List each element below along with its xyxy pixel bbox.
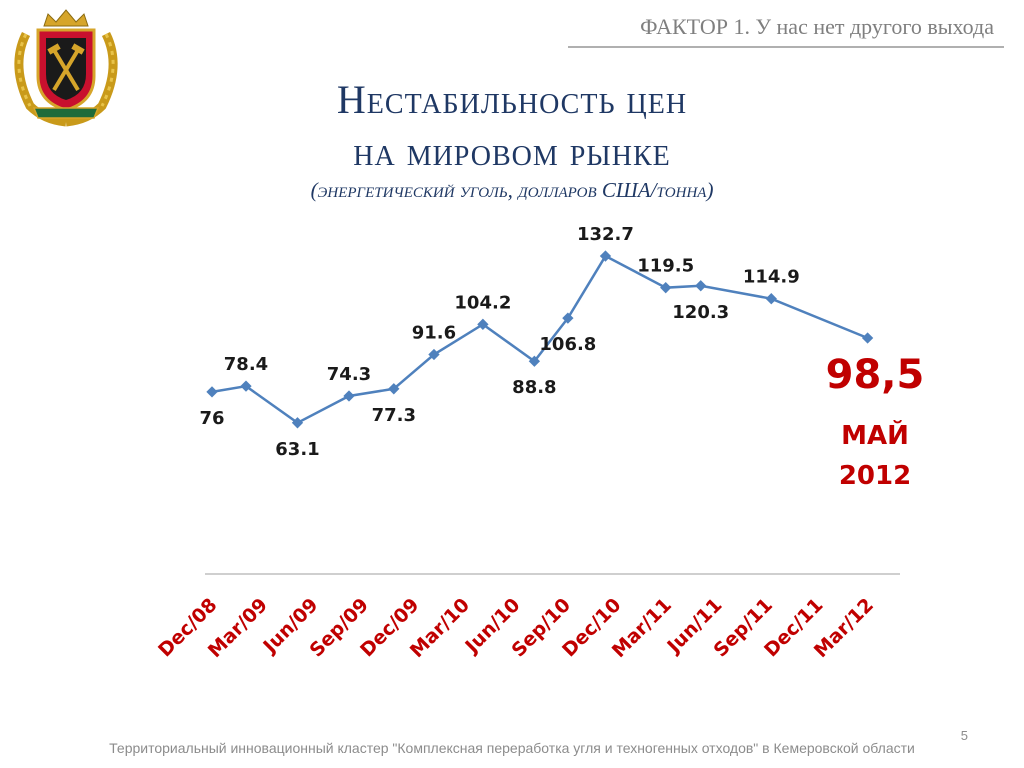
data-point bbox=[477, 318, 489, 330]
data-point bbox=[388, 383, 400, 395]
data-label: 77.3 bbox=[372, 405, 416, 426]
data-label: 119.5 bbox=[637, 256, 694, 277]
data-point bbox=[291, 417, 304, 429]
page-title-line2: на мировом рынке bbox=[353, 129, 671, 174]
data-point bbox=[343, 390, 355, 402]
data-point bbox=[428, 348, 440, 361]
footer-text: Территориальный инновационный кластер "К… bbox=[109, 740, 915, 756]
data-label: 106.8 bbox=[539, 334, 596, 355]
page-number: 5 bbox=[960, 728, 968, 743]
header-divider bbox=[568, 46, 1004, 48]
data-point bbox=[861, 332, 874, 344]
data-point bbox=[695, 280, 707, 292]
data-label: 114.9 bbox=[743, 267, 800, 288]
series-line bbox=[211, 254, 869, 425]
page-subtitle: (энергетический уголь, долларов США/тонн… bbox=[310, 178, 714, 202]
data-label: 78.4 bbox=[224, 354, 268, 375]
data-point bbox=[765, 293, 777, 305]
highlight-year: 2012 bbox=[838, 461, 912, 491]
data-point bbox=[562, 312, 574, 324]
data-label: 91.6 bbox=[412, 323, 456, 344]
data-label: 63.1 bbox=[275, 439, 319, 460]
data-label: 132.7 bbox=[577, 224, 634, 245]
data-point bbox=[599, 250, 612, 262]
data-point bbox=[240, 380, 252, 392]
data-point bbox=[528, 355, 541, 367]
highlight-value: 98,5 bbox=[825, 352, 925, 398]
price-line-chart: 76 78.4 63.1 74.377.3 91.6 104.2 88.8 106.8 132.… bbox=[154, 224, 900, 662]
data-point bbox=[206, 386, 218, 398]
factor-heading: ФАКТОР 1. У нас нет другого выхода bbox=[640, 14, 994, 39]
coat-of-arms-icon bbox=[4, 6, 128, 130]
data-label: 104.2 bbox=[454, 292, 511, 313]
data-label: 76 bbox=[199, 408, 224, 429]
data-point bbox=[660, 282, 672, 294]
highlight-date: МАЙ 2012 bbox=[820, 416, 930, 496]
data-label: 74.3 bbox=[327, 364, 371, 385]
data-label: 88.8 bbox=[512, 377, 556, 398]
highlight-month: МАЙ bbox=[841, 421, 909, 451]
data-label: 120.3 bbox=[672, 302, 729, 323]
page-title-line1: Нестабильность цен bbox=[336, 77, 688, 122]
